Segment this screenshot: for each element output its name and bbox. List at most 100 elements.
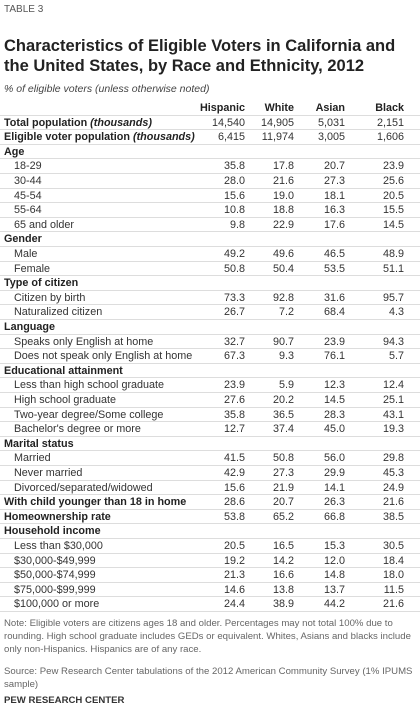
cell: 14,540 <box>211 116 245 129</box>
cell: 3,005 <box>317 131 345 144</box>
cell: 24.9 <box>382 481 404 494</box>
data-row: Citizen by birth 73.3 92.8 31.6 95.7 <box>0 291 420 306</box>
row-label: $75,000-$99,999 <box>14 583 96 596</box>
section-heading: Marital status <box>0 437 420 452</box>
cell: 37.4 <box>272 423 294 436</box>
cell: 49.2 <box>223 248 245 260</box>
cell: 45.3 <box>382 467 404 479</box>
label-unit: (thousands) <box>90 116 152 129</box>
row-label: Speaks only English at home <box>14 335 154 348</box>
data-row: 55-64 10.8 18.8 16.3 15.5 <box>0 203 420 218</box>
cell: 18.1 <box>323 189 345 202</box>
row-label: Bachelor's degree or more <box>14 423 141 436</box>
title: Characteristics of Eligible Voters in Ca… <box>4 37 396 75</box>
cell: 14,905 <box>260 116 294 129</box>
table-label: TABLE 3 <box>4 4 44 15</box>
cell: 56.0 <box>323 452 345 465</box>
header-row: Hispanic White Asian Black <box>0 101 420 116</box>
cell: 2,151 <box>376 116 404 129</box>
cell: Black <box>375 102 404 114</box>
cell: 14.2 <box>272 554 294 567</box>
data-row: $75,000-$99,999 14.6 13.8 13.7 11.5 <box>0 583 420 598</box>
note: Note: Eligible voters are citizens ages … <box>4 618 411 655</box>
cell: 25.1 <box>382 394 404 406</box>
cell: 20.5 <box>382 189 404 202</box>
row-label: 65 and older <box>14 218 75 231</box>
row-label: Less than $30,000 <box>14 540 103 552</box>
cell: 16.5 <box>272 540 294 552</box>
section-heading: Homeownership rate 53.8 65.2 66.8 38.5 <box>0 510 420 525</box>
cell: 23.9 <box>382 160 404 173</box>
cell: 31.6 <box>323 291 345 304</box>
data-row: Two-year degree/Some college 35.8 36.5 28.3… <box>0 408 420 423</box>
section-heading: Language <box>0 320 420 335</box>
cell: 14.8 <box>323 569 345 582</box>
section-heading: With child younger than 18 in home 28.6 20… <box>0 495 420 510</box>
cell: 20.2 <box>272 394 294 406</box>
cell: 45.0 <box>323 423 345 436</box>
heading: Household income <box>4 525 101 538</box>
data-row: $50,000-$74,999 21.3 16.6 14.8 18.0 <box>0 568 420 583</box>
cell: 50.8 <box>272 452 294 465</box>
source: Source: Pew Research Center tabulations … <box>4 666 413 690</box>
row-label: High school graduate <box>14 394 117 406</box>
data-row: 65 and older 9.8 22.9 17.6 14.5 <box>0 218 420 233</box>
cell: 15.3 <box>323 540 345 552</box>
cell: 7.2 <box>278 306 294 319</box>
cell: 35.8 <box>223 160 245 173</box>
cell: 10.8 <box>223 204 245 217</box>
row-label: Naturalized citizen <box>14 306 103 319</box>
cell: 14.1 <box>323 481 345 494</box>
cell: 15.6 <box>223 189 245 202</box>
cell: 66.8 <box>323 510 345 523</box>
section-heading: Educational attainment <box>0 364 420 379</box>
heading: Type of citizen <box>4 277 79 290</box>
cell: 5.9 <box>278 379 294 392</box>
cell: 13.7 <box>323 583 345 596</box>
cell: 68.4 <box>323 306 345 319</box>
row-label: 55-64 <box>14 204 42 217</box>
data-row: Never married 42.9 27.3 29.9 45.3 <box>0 466 420 481</box>
cell: 9.8 <box>229 218 245 231</box>
subtitle: % of eligible voters (unless otherwise n… <box>4 83 210 95</box>
cell: 35.8 <box>223 408 245 421</box>
cell: 26.3 <box>323 496 345 509</box>
label-unit: (thousands) <box>132 131 195 144</box>
cell: 19.2 <box>223 554 245 567</box>
label-text: Eligible voter population <box>4 131 130 144</box>
cell: 65.2 <box>272 510 294 523</box>
cell: 11,974 <box>261 131 294 144</box>
cell: 15.5 <box>382 204 404 217</box>
data-row: Speaks only English at home 32.7 90.7 23.9 9… <box>0 335 420 350</box>
row-label: 18-29 <box>14 160 42 173</box>
row-label: Eligible voter population (thousands) <box>4 130 195 145</box>
cell: 25.6 <box>382 175 404 187</box>
cell: 11.5 <box>383 583 404 596</box>
row-label: Divorced/separated/widowed <box>14 481 153 494</box>
heading: Homeownership rate <box>4 510 111 523</box>
row-label: Two-year degree/Some college <box>14 408 164 421</box>
cell: 12.0 <box>323 554 345 567</box>
cell: 90.7 <box>272 335 294 348</box>
cell: 48.9 <box>382 248 404 260</box>
cell: 92.8 <box>272 291 294 304</box>
row-label: Female <box>14 262 51 275</box>
data-row: Female 50.8 50.4 53.5 51.1 <box>0 262 420 277</box>
cell: 43.1 <box>382 408 404 421</box>
cell: 20.7 <box>272 496 294 509</box>
cell: 36.5 <box>272 408 294 421</box>
cell: 19.0 <box>272 189 294 202</box>
heading: Age <box>4 145 25 158</box>
cell: 19.3 <box>382 423 404 436</box>
row-label: 30-44 <box>14 175 42 187</box>
cell: 32.7 <box>223 335 245 348</box>
cell: 9.3 <box>278 350 294 363</box>
cell: 27.6 <box>223 394 245 406</box>
cell: 46.5 <box>323 248 345 260</box>
cell: 17.8 <box>272 160 294 173</box>
row-label: Total population (thousands) <box>4 116 152 131</box>
total-row: Eligible voter population (thousands) 6,4… <box>0 130 420 145</box>
cell: 21.6 <box>382 598 404 611</box>
cell: 21.6 <box>272 175 294 187</box>
cell: Hispanic <box>199 102 245 114</box>
